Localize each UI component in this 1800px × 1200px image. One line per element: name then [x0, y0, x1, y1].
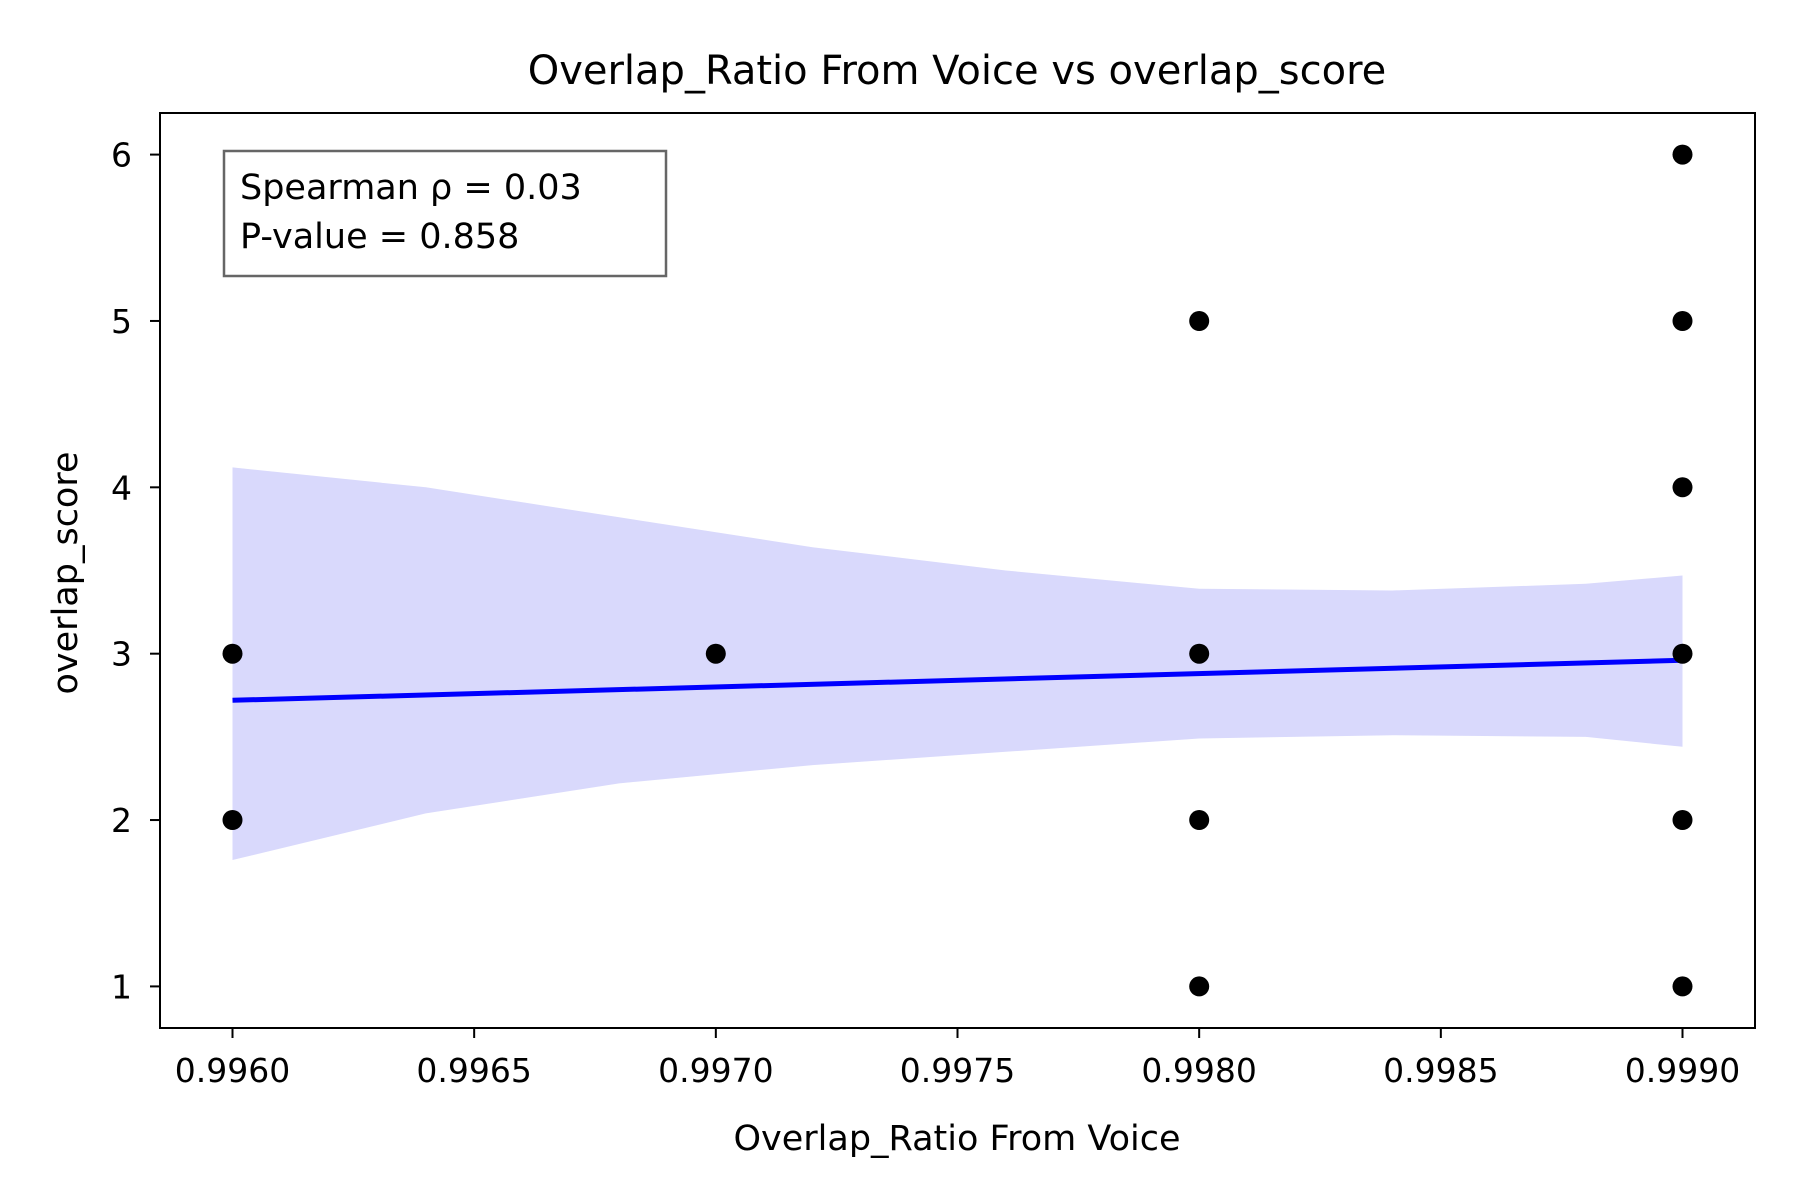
data-point-8: [1672, 144, 1693, 165]
data-points: [222, 144, 1693, 997]
regression-line: [232, 657, 1683, 703]
y-tick-label: 6: [111, 136, 132, 175]
data-point-12: [1672, 810, 1693, 830]
data-point-4: [1189, 311, 1210, 331]
x-axis-ticks: 0.9960 0.9965 0.9970 0.9975 0.9980 0.9985 0.99…: [175, 1028, 1740, 1090]
x-axis-label: Overlap_Ratio From Voice: [733, 1119, 1180, 1159]
x-tick-label: 0.9975: [900, 1051, 1015, 1090]
data-point-6: [1189, 810, 1210, 830]
stats-annotation-box: [222, 149, 668, 278]
chart-title: Overlap_Ratio From Voice vs overlap_scor…: [528, 48, 1387, 94]
confidence-band: [232, 467, 1683, 860]
y-axis-label: overlap_score: [46, 452, 86, 695]
data-point-2: [222, 810, 243, 830]
x-tick-label: 0.9985: [1383, 1051, 1498, 1090]
data-point-11: [1672, 643, 1693, 664]
data-point-13: [1672, 976, 1693, 997]
data-point-5: [1189, 643, 1210, 664]
data-point-9: [1672, 311, 1693, 331]
x-tick-label: 0.9970: [658, 1051, 773, 1090]
y-tick-label: 3: [111, 635, 132, 674]
x-tick-label: 0.9960: [175, 1051, 290, 1090]
data-point-7: [1189, 976, 1210, 997]
p-value-text: P-value = 0.858: [240, 217, 519, 257]
stats-annotation: Spearman ρ = 0.03 P-value = 0.858: [222, 149, 668, 278]
y-tick-label: 1: [111, 967, 132, 1006]
x-tick-label: 0.9990: [1625, 1051, 1740, 1090]
plot-area: [159, 112, 1756, 1029]
y-tick-label: 4: [111, 468, 132, 507]
y-tick-label: 2: [111, 801, 132, 840]
spearman-rho-text: Spearman ρ = 0.03: [240, 168, 582, 208]
data-point-1: [222, 643, 243, 664]
x-tick-label: 0.9980: [1141, 1051, 1256, 1090]
y-axis-ticks: 1 2 3 4 5 6: [111, 136, 160, 1006]
x-tick-label: 0.9965: [416, 1051, 531, 1090]
data-point-10: [1672, 477, 1693, 498]
y-tick-label: 5: [111, 302, 132, 341]
data-point-3: [705, 643, 726, 664]
